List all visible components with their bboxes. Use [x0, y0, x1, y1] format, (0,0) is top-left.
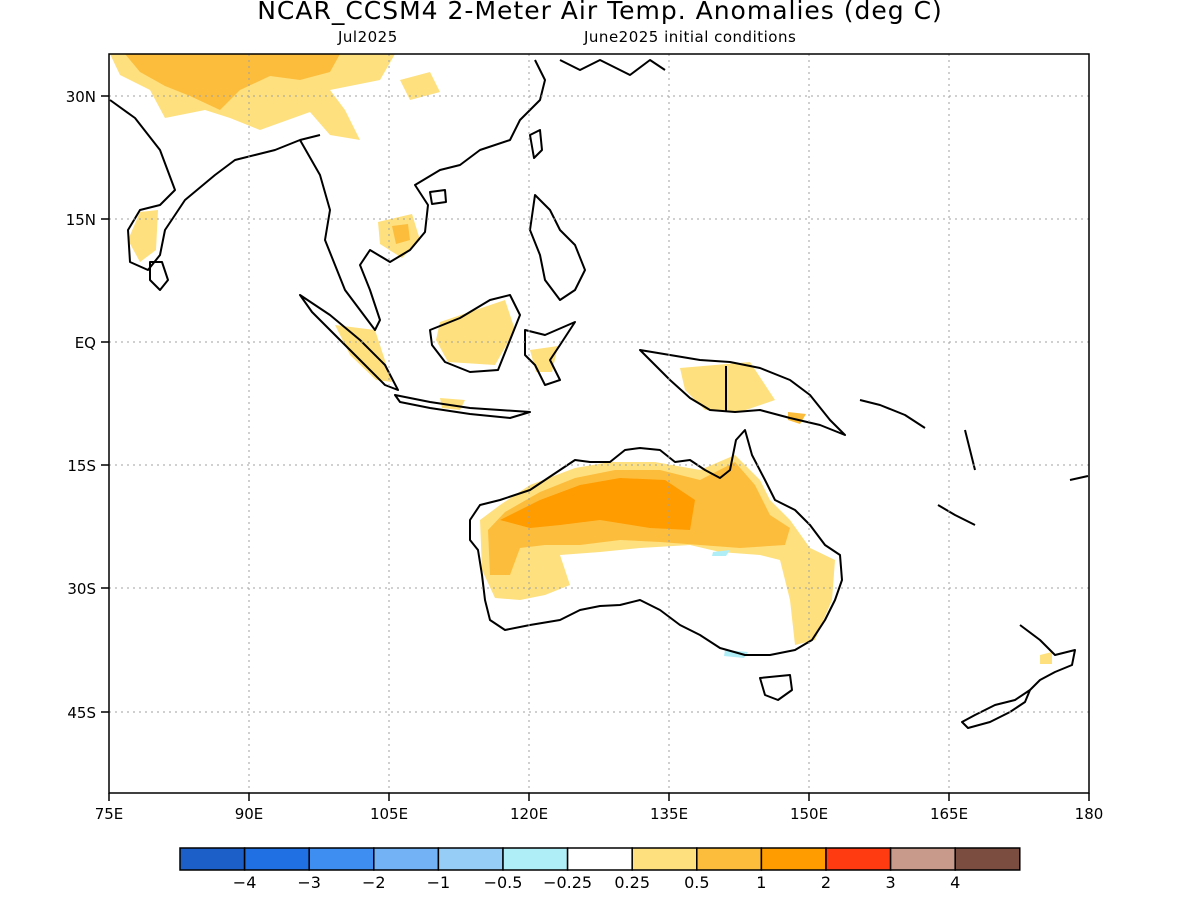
anomaly-region-india-west: [128, 210, 158, 262]
coast-hainan: [429, 189, 447, 205]
colorbar-label: −0.5: [484, 873, 523, 892]
anomaly-region-new-zealand: [1040, 652, 1052, 664]
coast-new-caledonia: [937, 504, 976, 526]
colorbar-label: 0.25: [614, 873, 650, 892]
lon-tick-label: 165E: [930, 805, 968, 823]
anomaly-region-australia-core: [500, 478, 695, 530]
colorbar-label: −3: [297, 873, 321, 892]
coastlines: [109, 59, 1089, 729]
anomaly-region-sulawesi: [530, 346, 558, 372]
colorbar-swatch: [243, 847, 310, 871]
colorbar-swatch: [373, 847, 440, 871]
colorbar-swatch: [954, 847, 1021, 871]
coast-philippines: [529, 194, 586, 301]
coast-new-zealand-south: [961, 689, 1031, 729]
colorbar-swatch: [308, 847, 375, 871]
colorbar-swatch: [437, 847, 504, 871]
anomaly-region-tibet-core: [125, 54, 340, 110]
coast-sulawesi: [524, 321, 576, 386]
colorbar-label: 3: [886, 873, 896, 892]
coast-korea-japan: [559, 59, 666, 76]
colorbar-swatch: [502, 847, 569, 871]
coast-solomons: [859, 399, 926, 429]
coast-vanuatu: [964, 429, 976, 471]
colorbar-swatch: [179, 847, 246, 871]
coast-australia: [469, 429, 843, 656]
lat-tick-label: 15N: [66, 211, 96, 229]
coast-fiji: [1069, 475, 1089, 481]
anomaly-region-australia-cool-south: [724, 650, 748, 658]
coast-new-zealand-north: [1019, 624, 1076, 691]
colorbar-label: 2: [821, 873, 831, 892]
colorbar-label: −1: [427, 873, 451, 892]
coast-sri-lanka: [149, 261, 169, 291]
lat-tick-label: 30N: [66, 88, 96, 106]
anomaly-region-china: [400, 72, 440, 100]
colorbar-swatch: [631, 847, 698, 871]
lat-tick-label: EQ: [75, 334, 96, 352]
colorbar-swatch: [889, 847, 956, 871]
coast-tasmania: [759, 674, 793, 701]
lat-tick-label: 15S: [67, 457, 96, 475]
anomaly-region-borneo: [436, 300, 515, 365]
colorbar-label: −4: [233, 873, 257, 892]
lon-tick-labels: 75E 90E 105E 120E 135E 150E 165E 180: [95, 805, 1104, 823]
colorbar-label: −0.25: [543, 873, 592, 892]
coast-mainland-se-asia: [299, 59, 546, 331]
lon-tick-label: 180: [1075, 805, 1104, 823]
gridlines: [109, 54, 1089, 793]
colorbar: −4 −3 −2 −1 −0.5 −0.25 0.25 0.5 1 2 3 4: [179, 847, 1021, 892]
lon-tick-label: 90E: [235, 805, 264, 823]
colorbar-swatch: [825, 847, 892, 871]
lat-tick-label: 30S: [67, 580, 96, 598]
colorbar-label: −2: [362, 873, 386, 892]
anomaly-shading: [110, 54, 1052, 664]
anomaly-region-new-guinea: [680, 362, 775, 412]
anomaly-region-sumatra: [335, 325, 392, 382]
colorbar-label: 4: [950, 873, 960, 892]
coast-taiwan: [529, 129, 543, 159]
lat-tick-labels: 30N 15N EQ 15S 30S 45S: [66, 88, 96, 722]
anomaly-region-australia-cool: [712, 550, 730, 556]
forecast-month: Jul2025: [338, 28, 398, 46]
colorbar-swatch: [760, 847, 827, 871]
lon-tick-label: 75E: [95, 805, 124, 823]
coast-java: [394, 394, 531, 419]
map-title: NCAR_CCSM4 2-Meter Air Temp. Anomalies (…: [257, 0, 943, 25]
map-frame: [108, 53, 1090, 794]
colorbar-label: 0.5: [684, 873, 709, 892]
coast-sumatra: [299, 294, 399, 391]
axis-ticks: [101, 95, 1090, 801]
coast-new-guinea: [639, 349, 846, 436]
lon-tick-label: 150E: [790, 805, 828, 823]
initial-conditions: June2025 initial conditions: [584, 28, 797, 46]
colorbar-swatch: [696, 847, 763, 871]
lon-tick-label: 135E: [650, 805, 688, 823]
anomaly-region-indochina-core: [392, 224, 410, 244]
lat-tick-label: 45S: [67, 704, 96, 722]
colorbar-label: 1: [756, 873, 766, 892]
lon-tick-label: 120E: [510, 805, 548, 823]
lon-tick-label: 105E: [370, 805, 408, 823]
coast-borneo: [429, 294, 521, 373]
colorbar-swatch: [566, 847, 633, 871]
